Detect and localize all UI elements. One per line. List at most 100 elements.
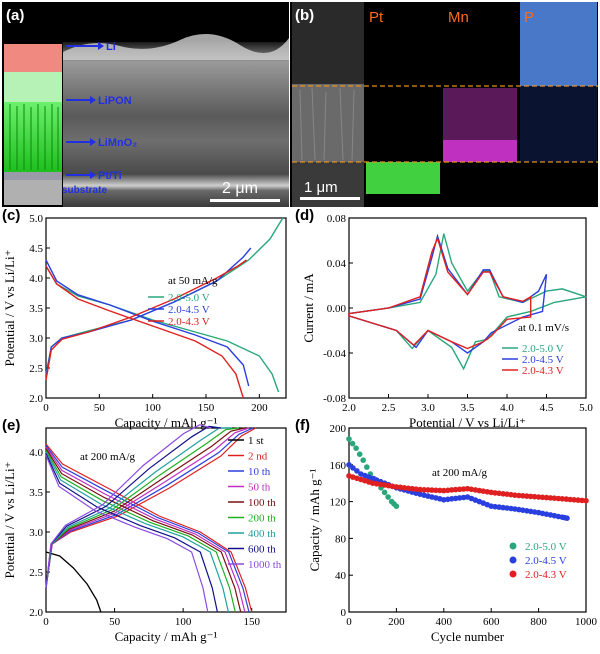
x-tick-label: 100: [144, 402, 161, 414]
data-point: [564, 515, 570, 521]
panel-label-a: (a): [6, 7, 24, 24]
chart-e: 0 50 100 150 2.0 2.5 3.0 3.5 4.0 Capacity / mAh g…: [2, 417, 287, 644]
series-line-charge: [45, 424, 212, 589]
y-tick-label: 2.0: [29, 393, 43, 405]
y-axis-label: Potential / V vs Li/Li⁺: [2, 250, 17, 367]
series-line: [348, 236, 532, 350]
series-line-discharge: [45, 453, 218, 613]
label-substrate: substrate: [62, 185, 107, 196]
series-line: [348, 233, 587, 371]
series-line-discharge: [45, 454, 209, 613]
y-tick-label: 4.0: [29, 273, 43, 285]
x-tick-label: 400: [436, 616, 453, 628]
panel-label-b: (b): [295, 7, 314, 24]
label-current-collector: Pt/Ti: [98, 170, 122, 182]
legend-label: 2.0-4.3 V: [522, 365, 564, 377]
x-tick-label: 3.0: [421, 402, 435, 414]
y-tick-label: 3.5: [29, 487, 43, 499]
y-tick-label: 40: [335, 570, 347, 582]
data-point: [381, 489, 388, 496]
data-point: [356, 451, 363, 458]
layer-lipon: [4, 72, 62, 102]
series-line-discharge: [45, 450, 236, 613]
chart-f: 0 200 400 600 800 1000 0 40 80 120 160 200 Cycle num…: [295, 417, 598, 644]
legend-label: 10 th: [248, 466, 271, 478]
layer-cathode: [4, 102, 62, 172]
y-tick-label: -0.04: [323, 348, 346, 360]
legend-label: 400 th: [248, 528, 276, 540]
panel-label: (c): [2, 207, 20, 224]
label-lipon: LiPON: [98, 95, 132, 107]
mn-map-signal-dense: [443, 140, 517, 162]
x-tick-label: 0: [43, 402, 49, 414]
map-label-mn: Mn: [448, 9, 469, 26]
y-tick-label: 4.0: [29, 447, 43, 459]
panel-a-li-texture: [63, 34, 289, 60]
chart-c: 0 50 100 150 200 2.0 2.5 3.0 3.5 4.0 4.5 5.0 Capacit…: [2, 207, 287, 430]
series-line-discharge: [45, 443, 253, 613]
legend-label: 1 st: [248, 435, 264, 447]
series-line-charge: [45, 259, 247, 381]
x-axis-label: Potential / V vs Li/Li⁺: [409, 415, 526, 430]
panel-label: (d): [295, 207, 314, 224]
data-point: [543, 494, 550, 501]
data-point: [393, 503, 400, 510]
y-tick-label: 3.5: [29, 303, 43, 315]
x-tick-label: 200: [388, 616, 405, 628]
x-tick-label: 150: [243, 616, 260, 628]
x-tick-label: 200: [251, 402, 268, 414]
legend-label: 2.0-5.0 V: [522, 343, 564, 355]
series-line-discharge: [45, 551, 102, 613]
x-axis-label: Cycle number: [431, 629, 505, 644]
arrow-lipon: [66, 96, 96, 104]
series-line-discharge: [45, 445, 250, 613]
data-point: [385, 494, 391, 500]
y-tick-label: 80: [335, 533, 347, 545]
series-line: [348, 233, 548, 354]
x-tick-label: 5.0: [579, 402, 593, 414]
y-axis-label: Current / mA: [301, 273, 316, 343]
p-map-signal: [520, 2, 597, 86]
data-point: [441, 487, 447, 494]
data-point: [349, 440, 356, 447]
y-tick-label: 160: [330, 460, 347, 472]
x-tick-label: 0: [43, 616, 49, 628]
layer-li: [4, 44, 62, 72]
panel-b: Pt Mn P 1 μm (b): [290, 2, 598, 207]
x-axis-label: Capacity / mAh g⁻¹: [115, 415, 218, 430]
plot-frame: [45, 217, 287, 399]
arrow-current-collector: [66, 171, 96, 179]
data-point: [421, 487, 427, 493]
y-tick-label: 5.0: [29, 213, 43, 225]
p-map-signal-faint: [520, 86, 597, 162]
x-tick-label: 3.5: [461, 402, 475, 414]
panel-a-sem-image: [63, 42, 289, 207]
arrow-li: [66, 42, 104, 50]
legend-swatch: [509, 556, 517, 564]
y-tick-label: 0.08: [327, 213, 347, 225]
series-line-discharge: [45, 446, 246, 613]
scale-label-b: 1 μm: [304, 179, 338, 196]
panel-label: (f): [295, 417, 310, 434]
charts: 0 50 100 150 200 2.0 2.5 3.0 3.5 4.0 4.5 5.0 Capacit…: [2, 207, 598, 644]
legend-label: 50 th: [248, 482, 271, 494]
x-tick-label: 100: [175, 616, 192, 628]
map-label-p: P: [524, 9, 534, 26]
scale-label-a: 2 μm: [222, 180, 258, 197]
annotation: at 50 mA/g: [168, 275, 218, 287]
legend-label: 600 th: [248, 544, 276, 556]
data-point: [551, 495, 558, 502]
layer-current-collector: [4, 172, 62, 180]
data-point: [346, 436, 352, 442]
x-tick-label: 150: [198, 402, 215, 414]
legend-swatch: [509, 542, 517, 550]
x-tick-label: 0: [346, 616, 352, 628]
annotation: at 200 mA/g: [432, 467, 487, 479]
x-tick-label: 2.5: [382, 402, 396, 414]
legend-label: 2 nd: [248, 451, 268, 463]
arrow-cathode: [66, 138, 96, 146]
legend-label: 2.0-5.0 V: [168, 292, 210, 304]
data-point: [512, 492, 518, 499]
legend-label: 2.0-4.5 V: [525, 555, 567, 567]
plot-frame: [45, 427, 287, 613]
